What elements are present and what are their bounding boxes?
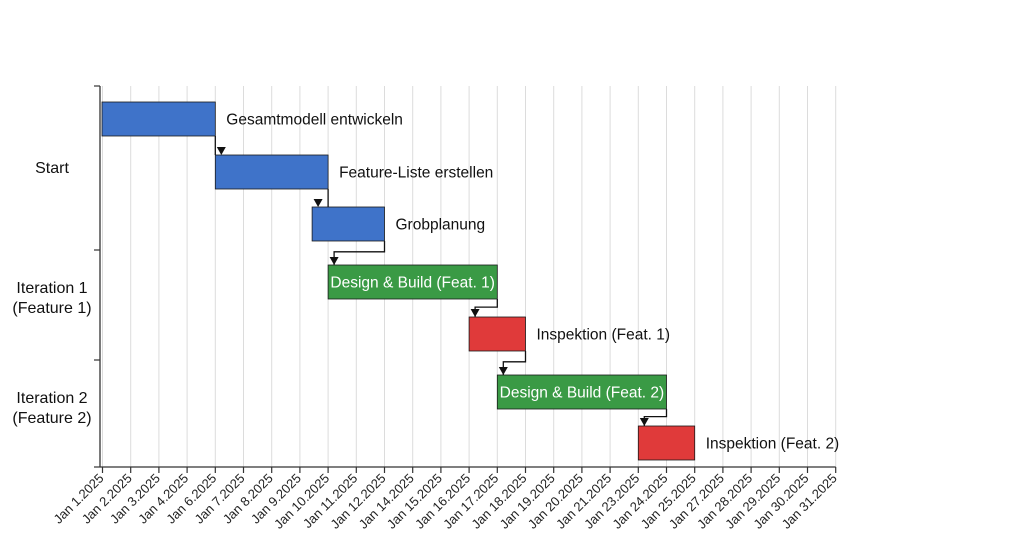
- task-bar: [327, 264, 498, 300]
- task-label: Inspektion (Feat. 1): [537, 327, 671, 344]
- group-labels: Start Iteration 1 (Feature 1) Iteration 2 (F…: [12, 160, 91, 427]
- arrowhead: [313, 199, 323, 207]
- task-bar: [468, 316, 526, 352]
- axes: [94, 85, 837, 473]
- task-bar: [637, 425, 696, 461]
- arrowhead: [216, 147, 226, 155]
- arrowhead: [329, 257, 339, 265]
- group-label: Start: [35, 160, 69, 177]
- task-bar: [496, 374, 667, 410]
- task-label: Design & Build (Feat. 1): [330, 275, 495, 292]
- task-label: Gesamtmodell entwickeln: [226, 112, 403, 129]
- task-bar: [101, 101, 216, 137]
- task-label: Design & Build (Feat. 2): [500, 385, 665, 402]
- group-label: Iteration 1 (Feature 1): [12, 280, 91, 317]
- dependency-arrow: [474, 299, 498, 317]
- task-label: Feature-Liste erstellen: [339, 165, 493, 182]
- task-label: Grobplanung: [396, 217, 486, 234]
- dependency-arrow: [333, 241, 386, 265]
- arrowhead: [639, 418, 649, 426]
- arrowhead: [470, 309, 480, 317]
- dependency-arrow: [502, 351, 527, 375]
- arrowhead: [498, 367, 508, 375]
- group-label: Iteration 2 (Feature 2): [12, 390, 91, 427]
- task-label: Inspektion (Feat. 2): [706, 436, 840, 453]
- dependency-arrows: [214, 136, 668, 426]
- task-bar: [311, 206, 385, 242]
- task-bars: Gesamtmodell entwickeln Feature-Liste ers…: [101, 101, 840, 461]
- dependency-arrow: [643, 409, 668, 426]
- task-bar: [214, 154, 329, 190]
